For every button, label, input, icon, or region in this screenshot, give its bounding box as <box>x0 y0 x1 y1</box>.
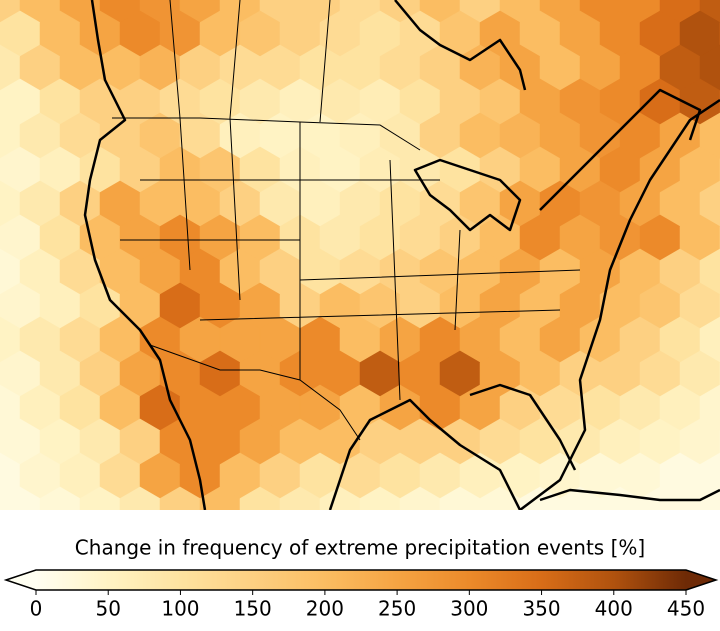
hex-cell <box>699 180 720 228</box>
hex-cell <box>699 44 720 92</box>
gulf-of-st-lawrence <box>539 88 702 211</box>
colorbar-extend-high <box>686 570 716 590</box>
colorbar-tick-label: 400 <box>595 597 633 621</box>
us-mexico-border <box>149 344 361 441</box>
east-coast <box>519 98 720 510</box>
colorbar-tick-label: 200 <box>306 597 344 621</box>
hex-cell <box>679 486 720 510</box>
colorbar-tick-label: 50 <box>95 597 120 621</box>
colorbar-gradient <box>36 570 686 590</box>
hex-cell <box>699 0 720 24</box>
hex-cell <box>699 316 720 364</box>
colorbar-tick-label: 0 <box>30 597 43 621</box>
colorbar-tick-label: 100 <box>161 597 199 621</box>
west-coast <box>83 0 207 510</box>
colorbar: 0 50 100 150 200 250 300 350 400 450 <box>3 569 719 621</box>
gulf-coast <box>328 398 522 510</box>
state-lines <box>120 0 581 401</box>
colorbar-tick-label: 450 <box>667 597 705 621</box>
florida <box>469 383 577 471</box>
colorbar-tick-label: 350 <box>522 597 560 621</box>
hudson-bay <box>394 0 527 91</box>
colorbar-tick-label: 150 <box>234 597 272 621</box>
hex-cell <box>699 384 720 432</box>
hex-cell <box>699 452 720 500</box>
hex-cell <box>699 248 720 296</box>
hex-cell <box>699 112 720 160</box>
colorbar-tick-label: 300 <box>450 597 488 621</box>
colorbar-tick-label: 250 <box>378 597 416 621</box>
map-outlines <box>83 0 720 510</box>
hex-cell <box>0 0 21 24</box>
colorbar-extend-low <box>6 570 36 590</box>
great-lakes <box>413 158 522 232</box>
colorbar-label: Change in frequency of extreme precipita… <box>75 536 645 560</box>
hexbin-layer <box>0 0 720 510</box>
southern-mexico <box>539 488 720 502</box>
